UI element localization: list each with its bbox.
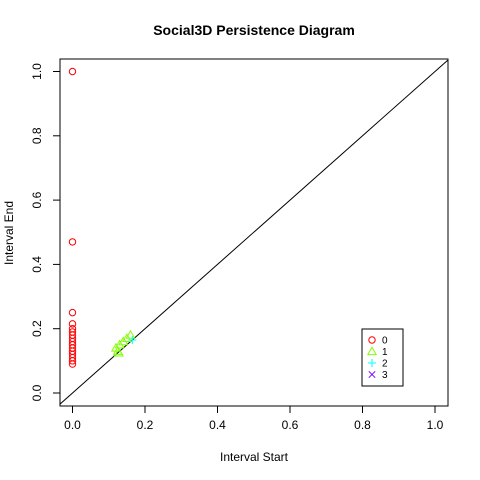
y-axis: 0.0 0.2 0.4 0.6 0.8 1.0: [30, 63, 60, 402]
legend-label: 1: [382, 347, 388, 358]
y-tick-label: 0.8: [30, 127, 44, 144]
chart-title: Social3D Persistence Diagram: [153, 22, 355, 38]
legend-label: 0: [382, 336, 388, 347]
x-tick-label: 0.2: [137, 418, 154, 432]
data-point: [69, 68, 75, 74]
series-0: [69, 68, 75, 367]
legend-label: 3: [382, 370, 388, 381]
series-1: [112, 331, 135, 356]
y-tick-label: 0.4: [30, 256, 44, 273]
x-axis-label: Interval Start: [220, 450, 289, 464]
x-tick-label: 1.0: [427, 418, 444, 432]
y-tick-label: 0.0: [30, 384, 44, 401]
data-point: [69, 239, 75, 245]
x-tick-label: 0.6: [282, 418, 299, 432]
data-points: [69, 68, 136, 367]
x-axis: 0.0 0.2 0.4 0.6 0.8 1.0: [64, 406, 444, 432]
x-tick-label: 0.8: [354, 418, 371, 432]
y-tick-label: 0.6: [30, 191, 44, 208]
x-tick-label: 0.4: [209, 418, 226, 432]
y-tick-label: 1.0: [30, 63, 44, 80]
x-tick-label: 0.0: [64, 418, 81, 432]
y-axis-label: Interval End: [2, 201, 16, 265]
legend-label: 2: [382, 359, 388, 370]
y-tick-label: 0.2: [30, 320, 44, 337]
data-point: [69, 309, 75, 315]
